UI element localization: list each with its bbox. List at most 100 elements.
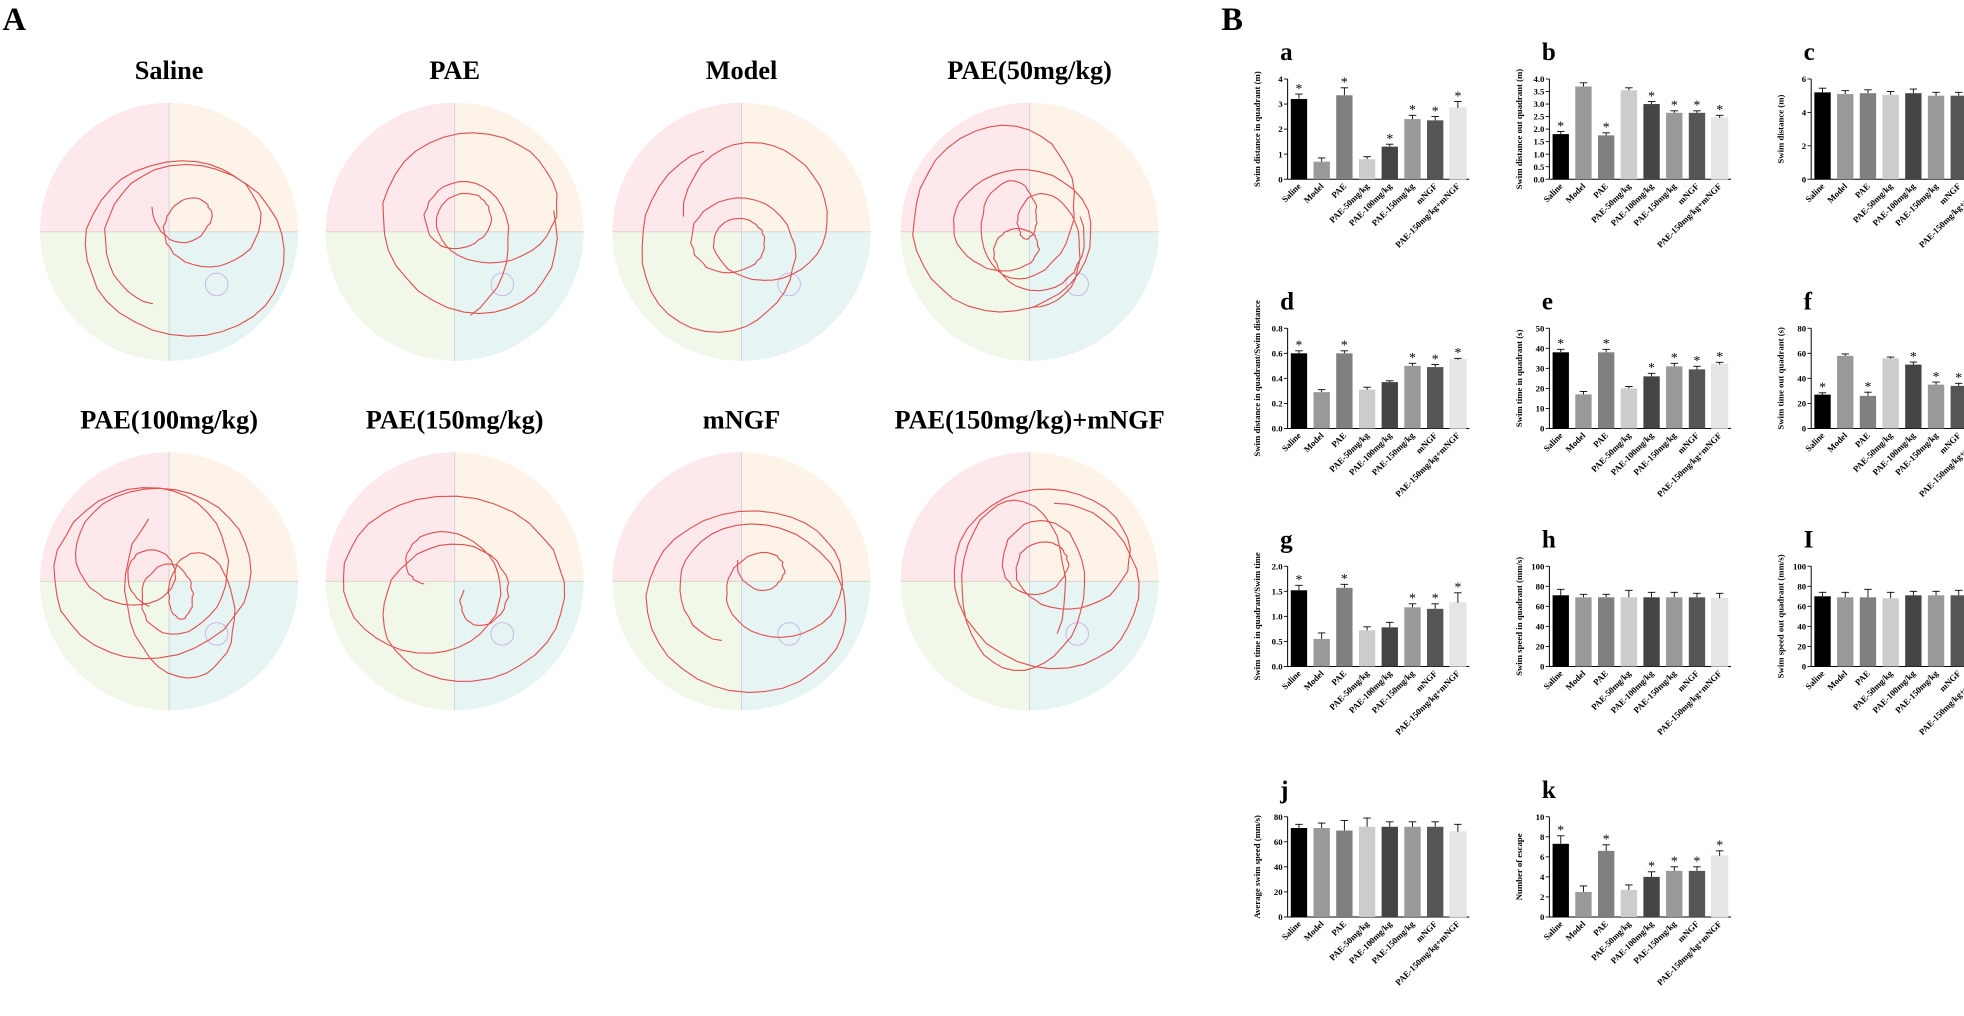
- bar: [1358, 389, 1376, 429]
- quadrant: [169, 102, 299, 232]
- error-bar: [1886, 356, 1895, 359]
- error-bar: [1670, 591, 1679, 598]
- x-tick-label: Model: [1563, 918, 1587, 942]
- bar: [1950, 595, 1964, 667]
- quadrant: [454, 102, 584, 232]
- y-axis-label: Swim time in quadrant (s): [1514, 329, 1524, 427]
- error-bar: [1340, 583, 1349, 588]
- bar: [1336, 353, 1353, 429]
- y-tick-label: 60: [1536, 601, 1545, 611]
- y-tick-label: 1.0: [1272, 611, 1284, 621]
- error-bar: [1647, 871, 1656, 877]
- y-axis-label: Swim distance out quadrant (m): [1514, 69, 1524, 190]
- bar: [1905, 595, 1922, 667]
- platform: [490, 622, 515, 646]
- error-bar: [1625, 385, 1633, 389]
- error-bar: [1954, 91, 1963, 96]
- pool: [900, 452, 1159, 711]
- y-axis-label: Swim distance in quadrant (m): [1252, 71, 1262, 187]
- y-axis-label: Swim speed in quadrant (mm/s): [1514, 557, 1524, 676]
- error-bar: [1818, 392, 1827, 395]
- bar: [1688, 870, 1706, 917]
- error-bar: [1954, 589, 1963, 596]
- significance: *: [1716, 838, 1723, 853]
- error-bar: [1386, 621, 1394, 628]
- quadrant: [612, 581, 742, 711]
- significance: *: [1671, 854, 1678, 869]
- chart-label: d: [1280, 288, 1294, 315]
- error-bar: [1556, 348, 1565, 353]
- platform: [1065, 272, 1089, 297]
- error-bar: [1295, 823, 1303, 829]
- significance: *: [1671, 350, 1678, 365]
- y-tick-label: 40: [1536, 343, 1545, 353]
- error-bar: [1841, 90, 1850, 95]
- error-bar: [1431, 603, 1439, 609]
- bar: [1336, 95, 1353, 180]
- y-tick-label: 0: [1540, 424, 1545, 434]
- bar: [1597, 352, 1615, 429]
- platform: [777, 272, 801, 297]
- x-tick-label: PAE: [1591, 668, 1610, 687]
- significance: *: [1648, 88, 1655, 103]
- bar: [1882, 598, 1899, 667]
- error-bar: [1602, 132, 1610, 136]
- bar: [1427, 608, 1444, 667]
- bar: [1313, 161, 1330, 180]
- error-bar: [1886, 591, 1895, 599]
- bar: [1449, 359, 1467, 429]
- bar: [1449, 107, 1467, 180]
- bar: [1290, 590, 1308, 667]
- error-bar: [1340, 820, 1349, 831]
- y-axis-label: Average swim speed (mm/s): [1252, 815, 1262, 919]
- bar: [1552, 843, 1569, 917]
- error-bar: [1295, 93, 1303, 100]
- platform: [204, 272, 229, 297]
- bar: [1404, 365, 1421, 429]
- significance: *: [1296, 572, 1303, 587]
- bar: [1313, 828, 1330, 917]
- group-title: PAE: [429, 56, 480, 85]
- y-tick-label: 0: [1540, 912, 1545, 922]
- error-bar: [1715, 114, 1724, 118]
- bar: [1427, 120, 1444, 180]
- y-tick-label: 40: [1274, 862, 1283, 872]
- significance: *: [1454, 88, 1461, 103]
- bar: [1837, 597, 1854, 667]
- error-bar: [1602, 348, 1610, 353]
- y-tick-label: 1: [1278, 149, 1282, 159]
- bar: [1814, 596, 1831, 667]
- x-tick-label: PAE: [1329, 181, 1348, 200]
- y-tick-label: 60: [1797, 601, 1806, 611]
- x-tick-label: PAE: [1591, 430, 1610, 449]
- y-tick-label: 10: [1536, 812, 1545, 822]
- bar: [1552, 595, 1569, 667]
- quadrant: [741, 231, 871, 361]
- significance: *: [1557, 118, 1564, 133]
- quadrant: [40, 231, 170, 361]
- panel-label: A: [3, 2, 27, 38]
- error-bar: [1818, 87, 1827, 93]
- bar: [1711, 364, 1729, 429]
- y-tick-label: 1.5: [1533, 137, 1545, 147]
- error-bar: [1454, 357, 1462, 360]
- bar: [1859, 395, 1877, 429]
- quadrant: [325, 231, 455, 361]
- chart-label: c: [1804, 39, 1815, 66]
- bar: [1950, 95, 1964, 180]
- bar: [1927, 95, 1945, 180]
- bar: [1358, 826, 1376, 917]
- error-bar: [1363, 817, 1371, 827]
- bar: [1859, 93, 1877, 180]
- x-tick-label: Model: [1302, 430, 1326, 454]
- y-tick-label: 20: [1797, 399, 1806, 409]
- y-tick-label: 80: [1274, 812, 1283, 822]
- significance: *: [1819, 380, 1826, 395]
- error-bar: [1647, 101, 1656, 105]
- significance: *: [1603, 336, 1610, 351]
- error-bar: [1579, 885, 1588, 892]
- error-bar: [1864, 89, 1872, 94]
- chart-label: h: [1542, 526, 1556, 553]
- bar: [1711, 117, 1729, 180]
